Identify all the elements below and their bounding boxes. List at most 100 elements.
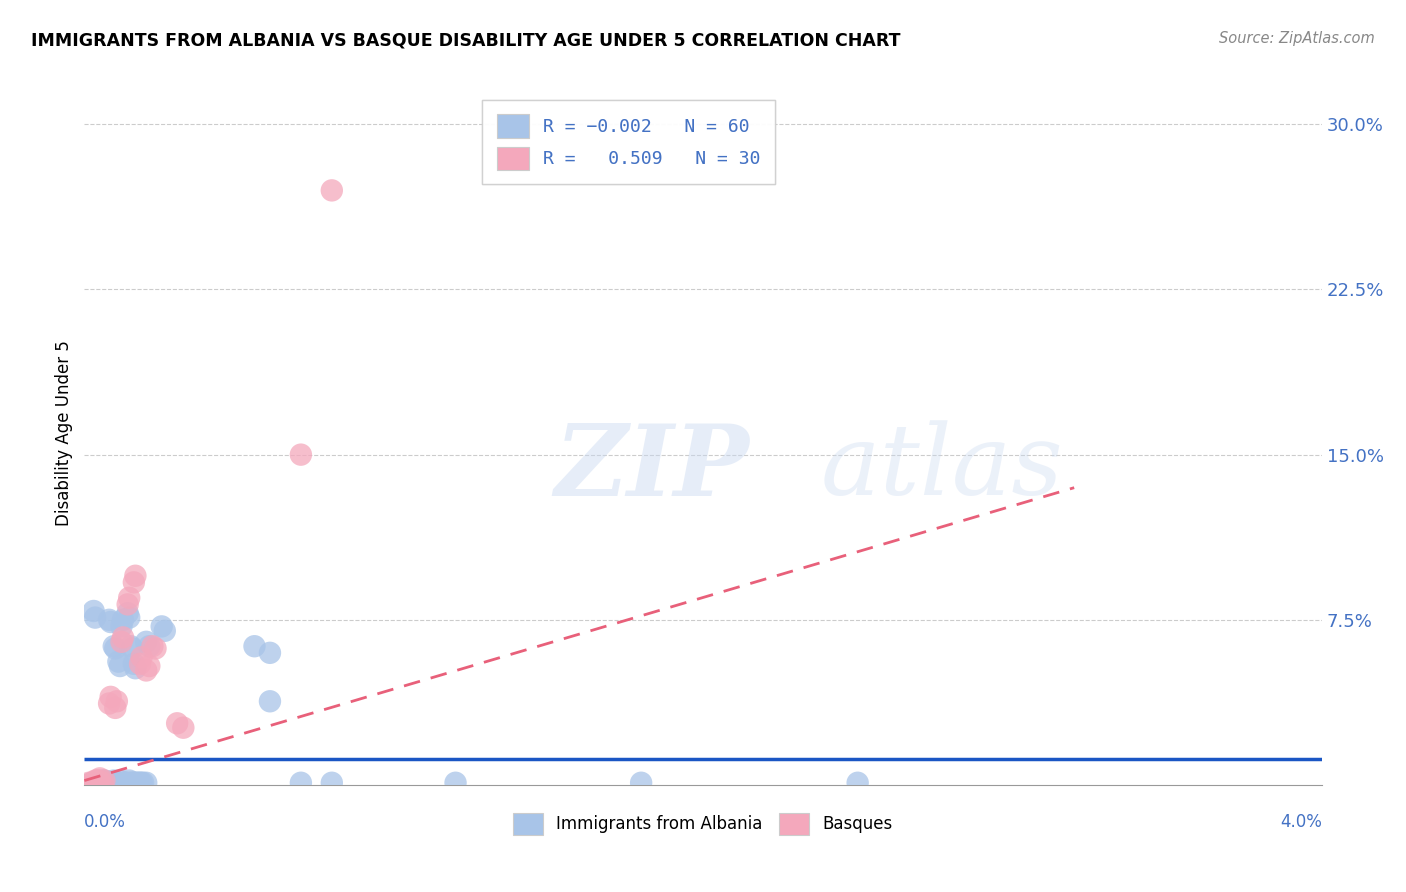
- Point: [118, 610, 141, 624]
- Point: [112, 776, 135, 790]
- Point: [118, 773, 141, 788]
- Point: [121, 776, 143, 790]
- Point: [104, 641, 127, 656]
- Point: [90, 773, 112, 788]
- Point: [259, 694, 281, 708]
- Point: [96, 776, 118, 790]
- Point: [138, 659, 160, 673]
- Point: [131, 776, 153, 790]
- Text: ZIP: ZIP: [554, 419, 749, 516]
- Point: [846, 776, 869, 790]
- Point: [321, 183, 343, 197]
- Text: IMMIGRANTS FROM ALBANIA VS BASQUE DISABILITY AGE UNDER 5 CORRELATION CHART: IMMIGRANTS FROM ALBANIA VS BASQUE DISABI…: [31, 31, 900, 49]
- Point: [104, 701, 127, 715]
- Point: [122, 575, 145, 590]
- Point: [105, 694, 128, 708]
- Point: [145, 641, 167, 656]
- Point: [118, 591, 141, 605]
- Legend: R = −0.002   N = 60, R =   0.509   N = 30: R = −0.002 N = 60, R = 0.509 N = 30: [482, 100, 776, 184]
- Point: [100, 690, 122, 704]
- Point: [243, 639, 266, 653]
- Point: [108, 659, 131, 673]
- Point: [135, 635, 157, 649]
- Point: [444, 776, 467, 790]
- Text: Source: ZipAtlas.com: Source: ZipAtlas.com: [1219, 31, 1375, 46]
- Point: [86, 776, 108, 790]
- Point: [91, 776, 114, 790]
- Text: 0.0%: 0.0%: [84, 814, 127, 831]
- Point: [153, 624, 176, 638]
- Point: [135, 664, 157, 678]
- Point: [98, 613, 121, 627]
- Point: [77, 776, 100, 790]
- Point: [83, 777, 105, 791]
- Point: [84, 610, 107, 624]
- Point: [172, 721, 194, 735]
- Point: [117, 598, 139, 612]
- Point: [83, 604, 105, 618]
- Text: atlas: atlas: [821, 420, 1063, 516]
- Point: [135, 776, 157, 790]
- Text: 4.0%: 4.0%: [1279, 814, 1322, 831]
- Point: [101, 776, 124, 790]
- Point: [124, 776, 146, 790]
- Point: [114, 776, 136, 790]
- Point: [110, 778, 132, 792]
- Legend: Immigrants from Albania, Basques: Immigrants from Albania, Basques: [499, 800, 907, 848]
- Point: [117, 776, 139, 790]
- Point: [103, 773, 125, 788]
- Point: [290, 448, 312, 462]
- Point: [120, 639, 142, 653]
- Point: [84, 773, 107, 788]
- Point: [122, 776, 145, 790]
- Point: [112, 613, 135, 627]
- Point: [259, 646, 281, 660]
- Point: [129, 657, 152, 671]
- Point: [124, 661, 146, 675]
- Point: [93, 773, 115, 788]
- Point: [105, 776, 128, 790]
- Point: [103, 639, 125, 653]
- Point: [100, 777, 122, 791]
- Point: [124, 568, 146, 582]
- Point: [94, 776, 117, 790]
- Point: [150, 619, 173, 633]
- Point: [129, 776, 152, 790]
- Point: [141, 639, 163, 653]
- Point: [125, 776, 148, 790]
- Point: [110, 635, 132, 649]
- Point: [110, 619, 132, 633]
- Point: [132, 776, 155, 790]
- Point: [630, 776, 652, 790]
- Point: [83, 776, 105, 790]
- Point: [79, 777, 101, 791]
- Y-axis label: Disability Age Under 5: Disability Age Under 5: [55, 340, 73, 525]
- Point: [108, 773, 131, 788]
- Point: [127, 776, 149, 790]
- Point: [98, 778, 121, 792]
- Point: [138, 639, 160, 653]
- Point: [321, 776, 343, 790]
- Point: [122, 657, 145, 671]
- Point: [290, 776, 312, 790]
- Point: [120, 776, 142, 790]
- Point: [107, 776, 129, 790]
- Point: [107, 655, 129, 669]
- Point: [117, 606, 139, 620]
- Point: [86, 778, 108, 792]
- Point: [82, 776, 104, 790]
- Point: [166, 716, 188, 731]
- Point: [82, 776, 104, 790]
- Point: [115, 776, 138, 790]
- Point: [131, 650, 153, 665]
- Point: [93, 773, 115, 788]
- Point: [89, 772, 111, 786]
- Point: [98, 697, 121, 711]
- Point: [104, 776, 127, 790]
- Point: [86, 773, 108, 788]
- Point: [91, 776, 114, 790]
- Point: [89, 777, 111, 791]
- Point: [79, 777, 101, 791]
- Point: [112, 631, 135, 645]
- Point: [121, 641, 143, 656]
